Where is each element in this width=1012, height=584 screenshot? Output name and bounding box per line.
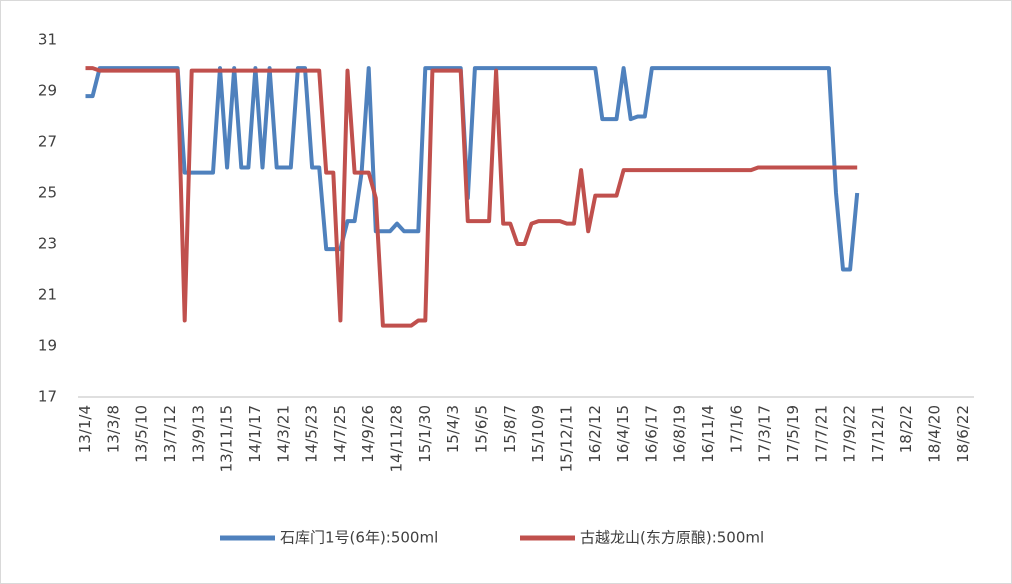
x-tick-label: 17/1/6 (727, 405, 745, 453)
x-tick-label: 15/6/5 (472, 405, 490, 453)
series-line (85, 66, 860, 272)
x-tick-label: 13/11/15 (218, 405, 236, 472)
x-tick-label: 18/2/2 (897, 405, 915, 453)
x-tick-label: 17/7/21 (812, 405, 830, 463)
y-tick-label: 31 (38, 31, 57, 49)
x-tick-label: 13/7/12 (161, 405, 179, 463)
x-tick-label: 17/5/19 (784, 405, 802, 463)
x-tick-label: 13/9/13 (189, 405, 207, 463)
y-tick-label: 23 (38, 235, 57, 253)
legend-label: 古越龙山(东方原酿):500ml (580, 529, 764, 547)
y-tick-label: 29 (38, 82, 57, 100)
x-tick-label: 17/12/1 (869, 405, 887, 463)
x-tick-label: 16/2/12 (586, 405, 604, 463)
legend-label: 石库门1号(6年):500ml (280, 529, 438, 547)
x-tick-label: 18/6/22 (954, 405, 972, 463)
x-tick-label: 16/6/17 (642, 405, 660, 463)
y-tick-label: 25 (38, 184, 57, 202)
x-tick-label: 17/3/17 (756, 405, 774, 463)
x-tick-label: 15/1/30 (416, 405, 434, 463)
x-tick-label: 15/4/3 (444, 405, 462, 453)
x-tick-label: 16/8/19 (671, 405, 689, 463)
x-tick-label: 14/1/17 (246, 405, 264, 463)
y-tick-label: 19 (38, 337, 57, 355)
x-tick-label: 15/12/11 (557, 405, 575, 472)
x-tick-label: 16/11/4 (699, 405, 717, 463)
x-tick-label: 16/4/15 (614, 405, 632, 463)
x-tick-label: 14/5/23 (303, 405, 321, 463)
y-tick-label: 21 (38, 286, 57, 304)
x-tick-label: 15/8/7 (501, 405, 519, 453)
x-tick-label: 18/4/20 (926, 405, 944, 463)
x-tick-label: 14/9/26 (359, 405, 377, 463)
x-tick-label: 14/11/28 (388, 405, 406, 472)
y-tick-label: 27 (38, 133, 57, 151)
x-tick-label: 14/3/21 (274, 405, 292, 463)
y-tick-label: 17 (38, 388, 57, 406)
x-tick-label: 13/5/10 (133, 405, 151, 463)
x-tick-label: 13/1/4 (76, 405, 94, 453)
x-tick-label: 15/10/9 (529, 405, 547, 463)
x-tick-label: 13/3/8 (104, 405, 122, 453)
series-line (85, 66, 858, 328)
x-tick-label: 14/7/25 (331, 405, 349, 463)
x-tick-label: 17/9/22 (841, 405, 859, 463)
